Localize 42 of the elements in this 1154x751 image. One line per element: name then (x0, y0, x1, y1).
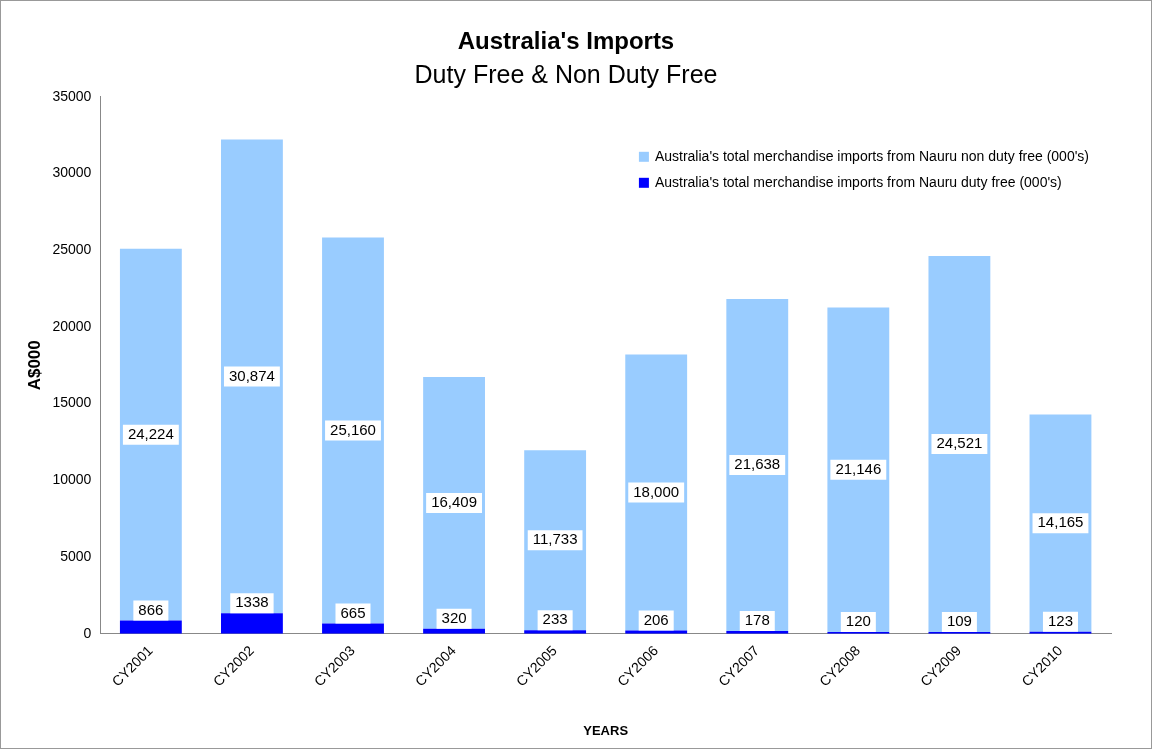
data-label: 120 (845, 612, 871, 630)
data-label: 25,160 (330, 420, 376, 438)
legend-label: Australia's total merchandise imports from Nauru duty free (000's) (654, 173, 1062, 190)
data-label: 206 (643, 610, 669, 628)
data-label: 866 (138, 600, 164, 618)
bar (827, 307, 890, 632)
legend-label: Australia's total merchandise imports from Nauru non duty free (000's) (654, 147, 1089, 164)
chart-subtitle: Duty Free & Non Duty Free (414, 59, 718, 88)
y-tick-label: 25000 (52, 241, 92, 258)
data-label: 123 (1047, 612, 1073, 629)
bar (322, 237, 384, 624)
data-label: 665 (340, 603, 366, 621)
y-tick-label: 0 (83, 624, 92, 641)
data-label: 233 (542, 610, 568, 628)
data-label: 178 (744, 611, 770, 629)
y-axis-title: A$000 (24, 340, 44, 391)
y-tick-label: 30000 (52, 164, 92, 181)
bar (221, 139, 283, 614)
data-label: 11,733 (532, 530, 578, 548)
bar (119, 248, 182, 621)
bar (726, 299, 789, 632)
data-label: 16,409 (431, 493, 478, 511)
data-label: 30,874 (228, 366, 275, 384)
y-tick-label: 15000 (52, 394, 92, 411)
chart-title: Australia's Imports (457, 27, 675, 55)
data-label: 320 (441, 608, 467, 626)
data-label: 18,000 (633, 482, 680, 500)
data-label: 21,146 (835, 459, 882, 477)
bar (423, 377, 485, 629)
data-label: 24,521 (936, 434, 983, 452)
data-label: 24,224 (127, 424, 174, 442)
y-tick-label: 5000 (60, 547, 92, 564)
x-axis-title: YEARS (583, 722, 629, 738)
data-label: 109 (946, 612, 972, 630)
bar (625, 354, 688, 631)
data-label: 1338 (235, 593, 269, 611)
y-tick-label: 35000 (52, 87, 92, 104)
y-tick-label: 10000 (52, 471, 92, 488)
y-tick-label: 20000 (52, 317, 92, 334)
data-label: 21,638 (734, 455, 781, 473)
data-label: 14,165 (1037, 513, 1084, 531)
bar (928, 255, 991, 633)
